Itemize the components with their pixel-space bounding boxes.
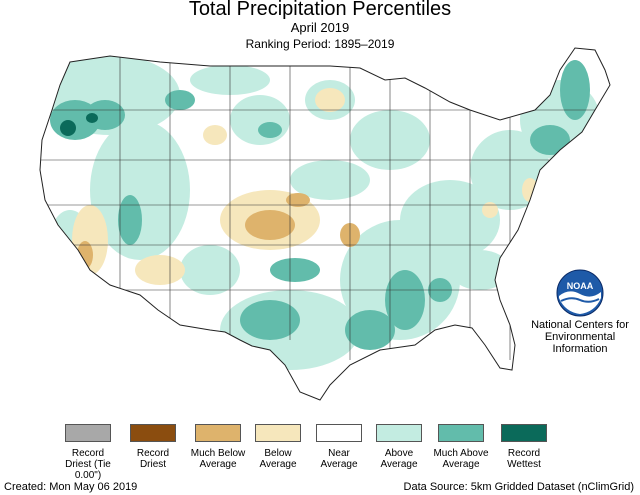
legend-label: Record Wettest <box>507 448 541 470</box>
legend-swatch <box>255 424 301 442</box>
legend-label: Much Below Average <box>190 448 246 470</box>
map-subtitle: April 2019 <box>290 20 350 35</box>
legend-label: Record Driest <box>136 448 170 470</box>
legend-item-record-driest: Record Driest <box>123 424 183 470</box>
legend-item-near: Near Average <box>309 424 369 470</box>
ranking-period: Ranking Period: 1895–2019 <box>245 37 395 51</box>
legend-swatch <box>65 424 111 442</box>
legend-item-much-above: Much Above Average <box>431 424 491 470</box>
org-name: National Centers for Environmental Infor… <box>531 319 629 355</box>
legend-swatch <box>438 424 484 442</box>
legend-swatch <box>195 424 241 442</box>
legend-label: Record Driest (Tie 0.00") <box>65 448 111 481</box>
us-outline <box>39 47 611 401</box>
legend-swatch <box>376 424 422 442</box>
legend-swatch <box>130 424 176 442</box>
noaa-logo-icon: NOAA <box>556 269 604 317</box>
us-precipitation-map <box>39 47 611 401</box>
created-date: Created: Mon May 06 2019 <box>4 481 138 493</box>
legend-label: Near Average <box>320 448 358 470</box>
legend-label: Below Average <box>259 448 297 470</box>
legend-label: Much Above Average <box>433 448 489 470</box>
map-title: Total Precipitation Percentiles <box>188 0 452 20</box>
legend-swatch <box>501 424 547 442</box>
data-source: Data Source: 5km Gridded Dataset (nClimG… <box>403 481 634 493</box>
legend-item-record-driest-tie: Record Driest (Tie 0.00") <box>58 424 118 481</box>
legend-item-above: Above Average <box>369 424 429 470</box>
legend-item-record-wettest: Record Wettest <box>494 424 554 470</box>
legend-item-much-below: Much Below Average <box>188 424 248 470</box>
legend-item-below: Below Average <box>248 424 308 470</box>
legend-swatch <box>316 424 362 442</box>
legend-label: Above Average <box>380 448 418 470</box>
noaa-logo-text: NOAA <box>567 281 594 291</box>
